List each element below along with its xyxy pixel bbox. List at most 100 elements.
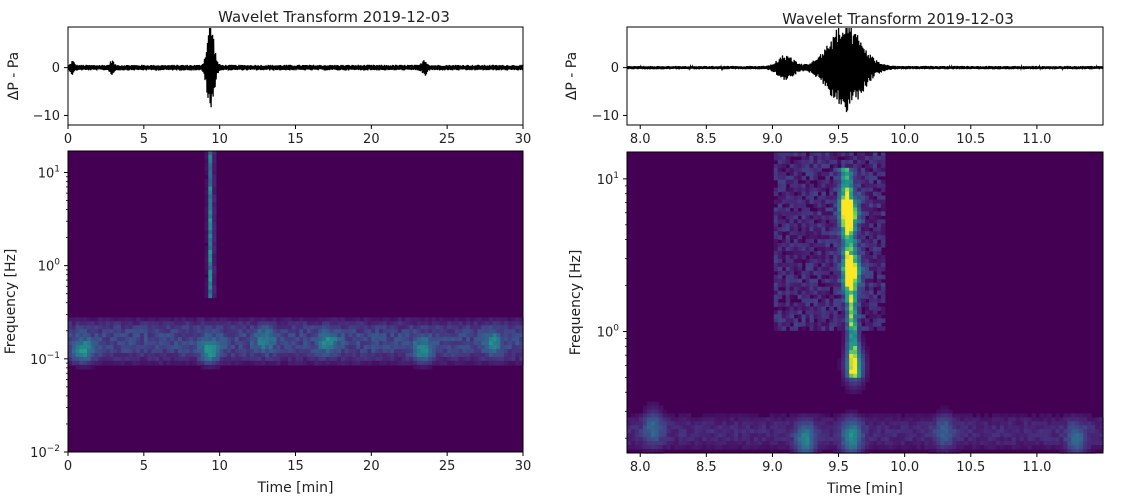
heatmap-cell [813,282,818,288]
heatmap-cell [908,445,914,450]
heatmap-cell [861,251,866,256]
heatmap-cell [367,329,372,334]
heatmap-cell [1099,441,1104,446]
heatmap-cell [124,321,130,326]
heatmap-cell [204,190,209,196]
heatmap-cell [1087,437,1092,442]
heatmap-cell [781,421,787,426]
heatmap-cell [140,329,145,334]
heatmap-cell [477,360,482,366]
heatmap-cell [853,223,858,228]
heatmap-cell [650,449,656,454]
heatmap-cell [287,360,293,366]
heatmap-cell [742,445,747,450]
heatmap-cell [132,337,137,342]
heatmap-cell [117,352,122,358]
heatmap-cell [200,325,206,330]
heatmap-cell [1075,433,1080,438]
heatmap-cell [1079,437,1084,442]
heatmap-cell [829,231,834,236]
heatmap-cell [932,449,937,454]
heatmap-cell [238,329,244,334]
heatmap-cell [166,360,171,366]
heatmap-cell [318,349,323,354]
heatmap-cell [291,349,297,354]
heatmap-cell [833,425,838,430]
heatmap-cell [413,345,418,350]
heatmap-cell [789,417,795,422]
heatmap-cell [1079,445,1084,450]
heatmap-cell [872,167,878,173]
heatmap-cell [314,360,319,366]
heatmap-cell [865,167,870,173]
heatmap-cell [857,159,862,165]
heatmap-cell [813,441,818,446]
heatmap-cell [817,215,822,220]
heatmap-cell [109,329,115,334]
heatmap-cell [314,321,319,326]
heatmap-cell [261,337,266,342]
heatmap-cell [136,345,141,350]
heatmap-cell [322,352,327,358]
heatmap-cell [310,337,316,342]
heatmap-cell [690,425,696,430]
heatmap-cell [841,433,846,438]
heatmap-cell [797,445,803,450]
heatmap-cell [280,333,285,338]
heatmap-cell [223,325,228,330]
heatmap-cell [781,310,787,315]
heatmap-cell [868,413,874,418]
heatmap-cell [861,342,866,347]
heatmap-cell [1027,445,1033,450]
heatmap-cell [1095,425,1100,430]
heatmap-cell [359,329,365,334]
heatmap-cell [861,152,866,157]
heatmap-cell [481,360,486,366]
heatmap-cell [849,247,854,252]
heatmap-cell [299,341,304,346]
heatmap-cell [797,163,803,169]
heatmap-cell [102,325,107,330]
heatmap-cell [204,154,209,160]
heatmap-cell [944,441,949,446]
heatmap-cell [303,345,308,350]
heatmap-cell [208,277,213,283]
heatmap-cell [253,329,259,334]
heatmap-cell [849,338,854,343]
heatmap-cell [694,421,699,426]
heatmap-cell [261,341,266,346]
heatmap-cell [845,441,850,446]
heatmap-cell [801,306,807,312]
heatmap-cell [821,290,826,296]
heatmap-cell [793,433,799,438]
heatmap-cell [849,183,854,189]
heatmap-cell [416,317,422,322]
heatmap-cell [789,270,795,276]
heatmap-cell [450,352,456,358]
heatmap-cell [908,425,914,430]
heatmap-cell [817,187,822,193]
heatmap-cell [136,349,141,354]
heatmap-cell [821,171,826,177]
heatmap-cell [208,257,213,263]
heatmap-cell [1027,425,1033,430]
heatmap-cell [861,350,866,355]
heatmap-cell [797,195,803,201]
heatmap-cell [318,341,323,346]
heatmap-cell [904,441,910,446]
heatmap-cell [204,333,209,338]
heatmap-cell [817,302,822,308]
heatmap-cell [793,310,799,315]
heatmap-cell [638,445,644,450]
heatmap-cell [109,341,115,346]
heatmap-cell [1091,429,1096,434]
heatmap-cell [805,167,811,173]
heatmap-cell [841,207,846,213]
heatmap-cell [492,345,498,350]
heatmap-cell [462,360,467,366]
heatmap-cell [291,333,297,338]
heatmap-cell [849,365,854,371]
heatmap-cell [162,321,168,326]
heatmap-cell [170,360,175,366]
heatmap-cell [789,167,795,173]
